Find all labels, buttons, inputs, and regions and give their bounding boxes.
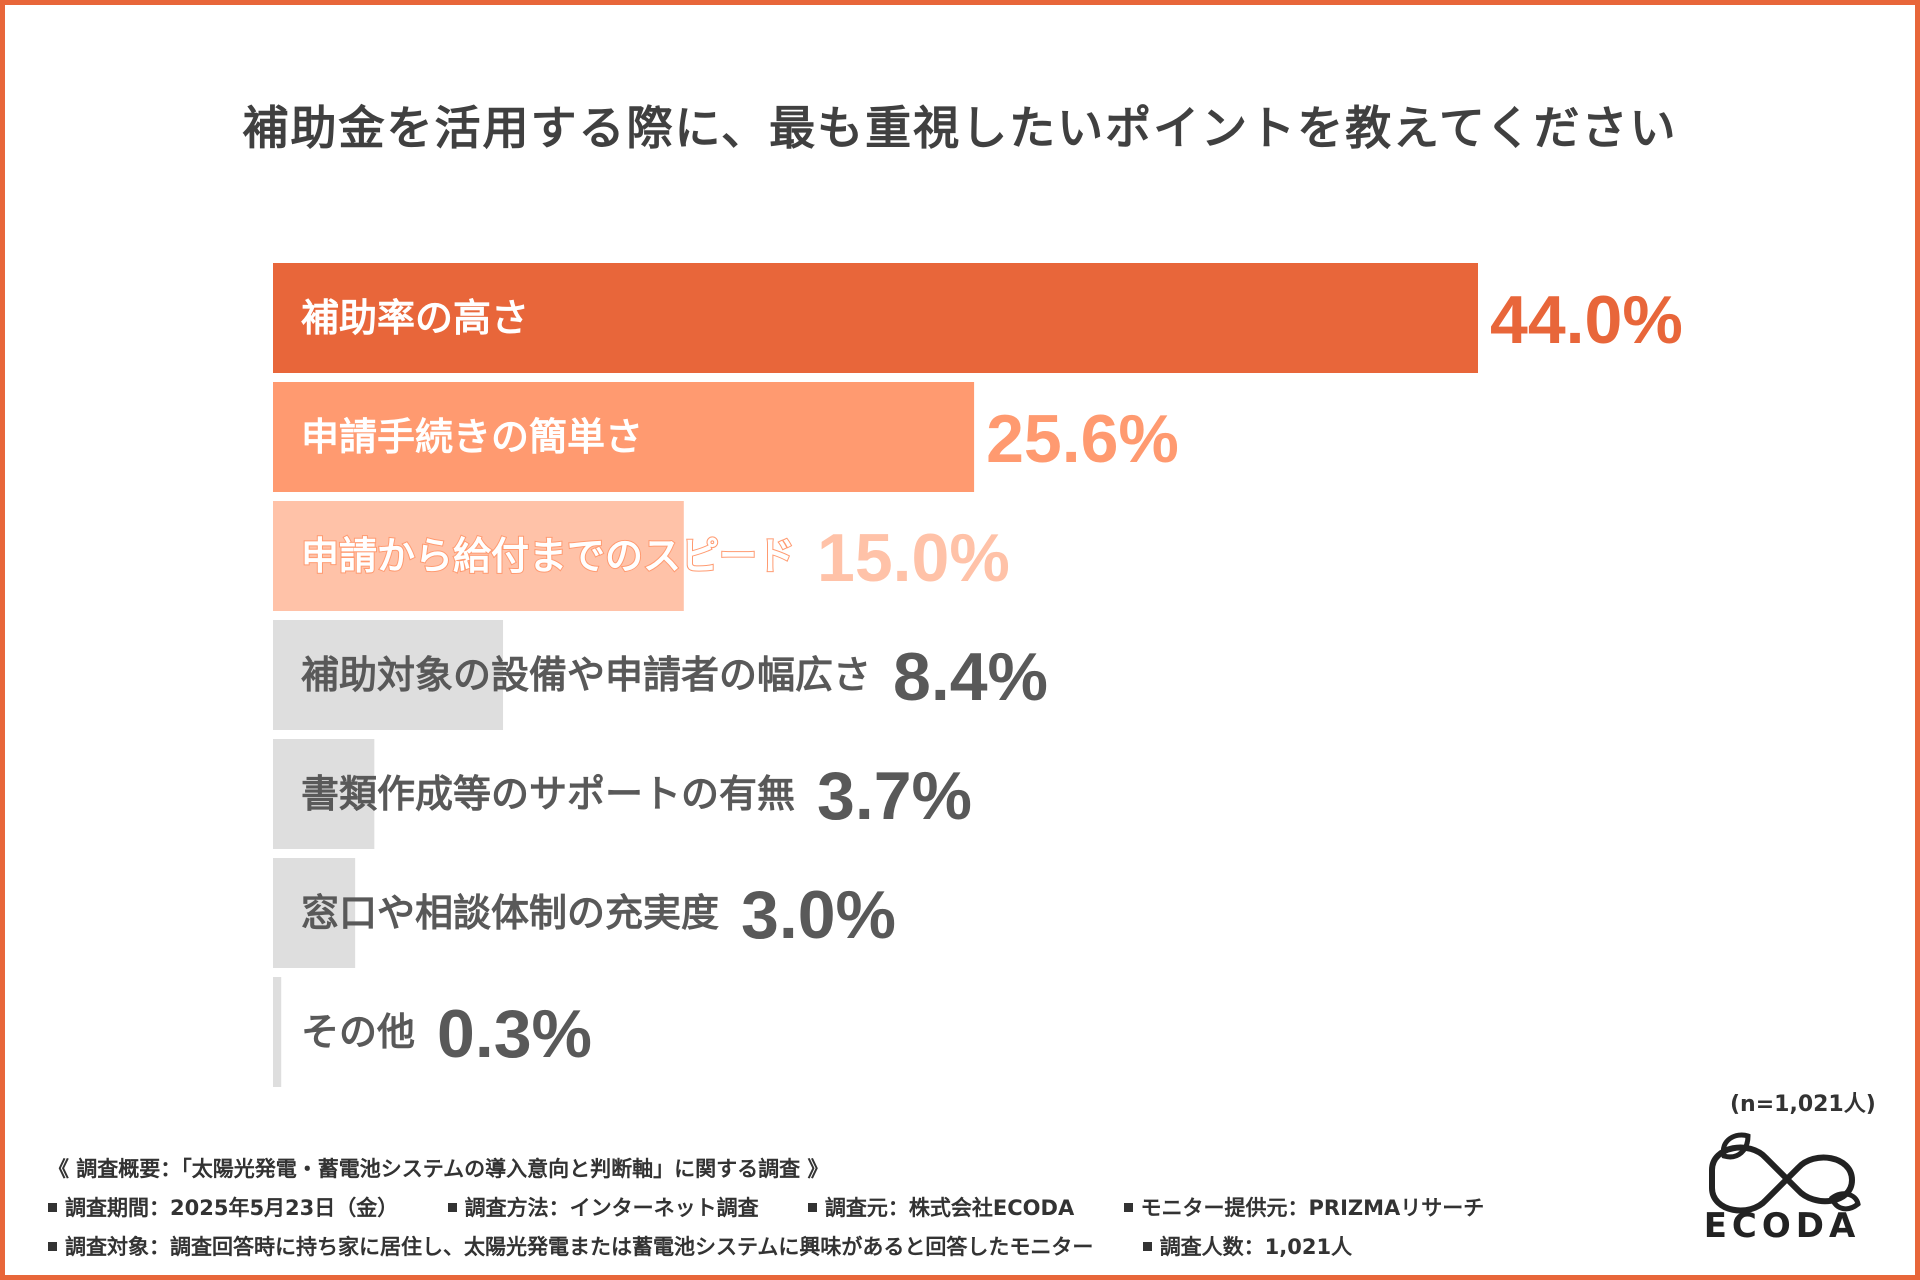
survey-period: 調査期間：2025年5月23日（金） [65, 1196, 399, 1220]
survey-footer: 《 調査概要：「太陽光発電・蓄電池システムの導入意向と判断軸」に関する調査 》 … [48, 1150, 1526, 1267]
bullet-icon [447, 1202, 457, 1212]
bar-label-2: 申請手続きの簡単さ [301, 415, 643, 459]
bar-label-4: 補助対象の設備や申請者の幅広さ [301, 653, 871, 697]
bar-4 [273, 620, 504, 730]
bar-label-3: 申請から給付までのスピード [301, 534, 795, 578]
survey-count: 調査人数：1,021人 [1159, 1235, 1353, 1259]
bar-label-7: その他 [301, 1010, 415, 1054]
chart-title: 補助金を活用する際に、最も重視したいポイントを教えてください [242, 101, 1678, 155]
bar-value-6: 3.0% [741, 877, 896, 953]
survey-method: 調査方法：インターネット調査 [464, 1196, 759, 1220]
bar-value-5: 3.7% [817, 758, 972, 834]
bar-value-1: 44.0% [1490, 282, 1683, 358]
ecoda-logo-text: ECODA [1703, 1206, 1861, 1246]
bar-value-7: 0.3% [437, 996, 592, 1072]
bar-3 [273, 501, 684, 611]
bar-label-6: 窓口や相談体制の充実度 [301, 891, 719, 935]
bar-value-2: 25.6% [986, 401, 1179, 477]
bullet-icon [48, 1241, 57, 1251]
bullet-icon [807, 1202, 817, 1212]
bar-value-3: 15.0% [817, 520, 1010, 596]
bar-1 [273, 263, 1478, 373]
bar-7 [273, 977, 282, 1087]
bar-2 [273, 382, 975, 492]
bar-label-1: 補助率の高さ [301, 296, 529, 340]
bar-5 [273, 739, 375, 849]
survey-organizer: 調査元：株式会社ECODA [824, 1196, 1075, 1220]
bullet-icon [48, 1202, 57, 1212]
survey-summary: 《 調査概要：「太陽光発電・蓄電池システムの導入意向と判断軸」に関する調査 》 [48, 1157, 829, 1181]
bar-value-4: 8.4% [893, 639, 1048, 715]
survey-monitor: モニター提供元：PRIZMAリサーチ [1140, 1196, 1485, 1220]
bullet-icon [1142, 1241, 1152, 1251]
bullet-icon [1123, 1202, 1133, 1212]
infinity-leaf-icon [1709, 1132, 1861, 1214]
sample-size-label: (n=1,021人) [1730, 1092, 1876, 1117]
bar-label-5: 書類作成等のサポートの有無 [301, 772, 795, 816]
survey-target: 調査対象：調査回答時に持ち家に居住し、太陽光発電または蓄電池システムに興味がある… [65, 1235, 1094, 1259]
bar-6 [273, 858, 356, 968]
